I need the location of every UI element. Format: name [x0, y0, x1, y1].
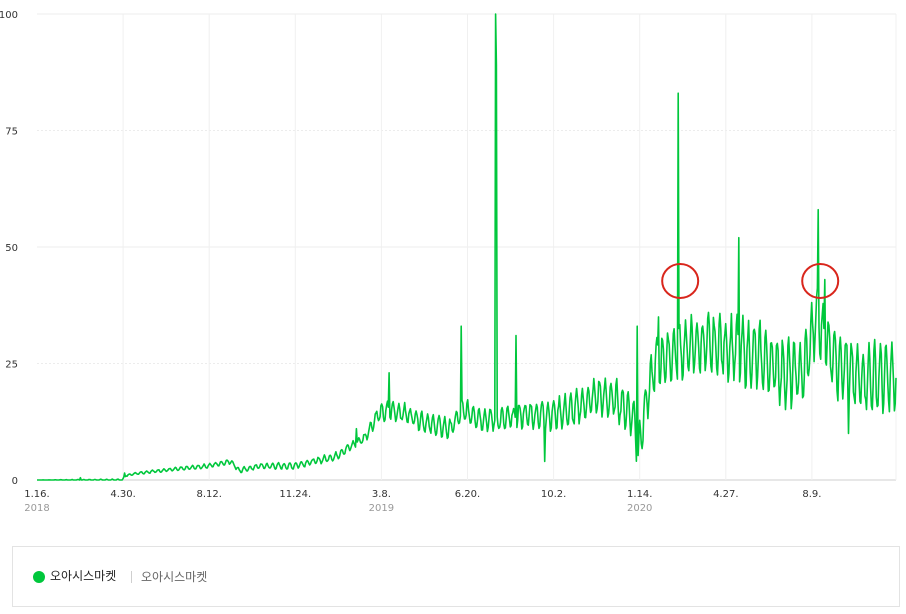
y-tick-label: 0 [12, 476, 18, 487]
x-tick-year: 2019 [369, 503, 394, 514]
x-tick-label: 1.16. [24, 489, 49, 500]
x-tick-label: 4.27. [713, 489, 738, 500]
series-line-oasis-market [37, 13, 897, 481]
x-tick-label: 6.20. [455, 489, 480, 500]
x-tick-label: 10.2. [541, 489, 566, 500]
x-tick-year: 2020 [627, 503, 652, 514]
x-tick-label: 1.14. [627, 489, 652, 500]
x-tick-label: 4.30. [110, 489, 135, 500]
series-lines [37, 13, 897, 481]
annotations [661, 263, 840, 299]
y-tick-label: 50 [5, 243, 18, 254]
legend-divider [131, 571, 132, 583]
legend-series-marker [33, 571, 45, 583]
y-axis-ticks: 0 25 50 75 100 [0, 10, 18, 487]
annotation-circle [661, 263, 700, 299]
legend-series-name[interactable]: 오아시스마켓 [50, 569, 117, 583]
y-tick-label: 75 [5, 127, 18, 138]
x-axis-ticks: 1.16. 2018 4.30. 8.12. 11.24. 3.8. 2019 6.20. 10… [24, 489, 821, 514]
x-tick-label: 11.24. [279, 489, 311, 500]
y-tick-label: 25 [5, 360, 18, 371]
y-tick-label: 100 [0, 10, 18, 21]
trend-line-chart: 0 25 50 75 100 1.16. 2018 4.30. 8.12. 11.24. 3.8.… [0, 10, 897, 514]
legend-search-term: 오아시스마켓 [141, 570, 208, 584]
x-tick-label: 8.12. [196, 489, 221, 500]
x-tick-year: 2018 [24, 503, 49, 514]
legend: 오아시스마켓 오아시스마켓 [12, 546, 900, 607]
annotation-circle [801, 263, 840, 299]
x-tick-label: 8.9. [802, 489, 821, 500]
x-tick-label: 3.8. [372, 489, 391, 500]
